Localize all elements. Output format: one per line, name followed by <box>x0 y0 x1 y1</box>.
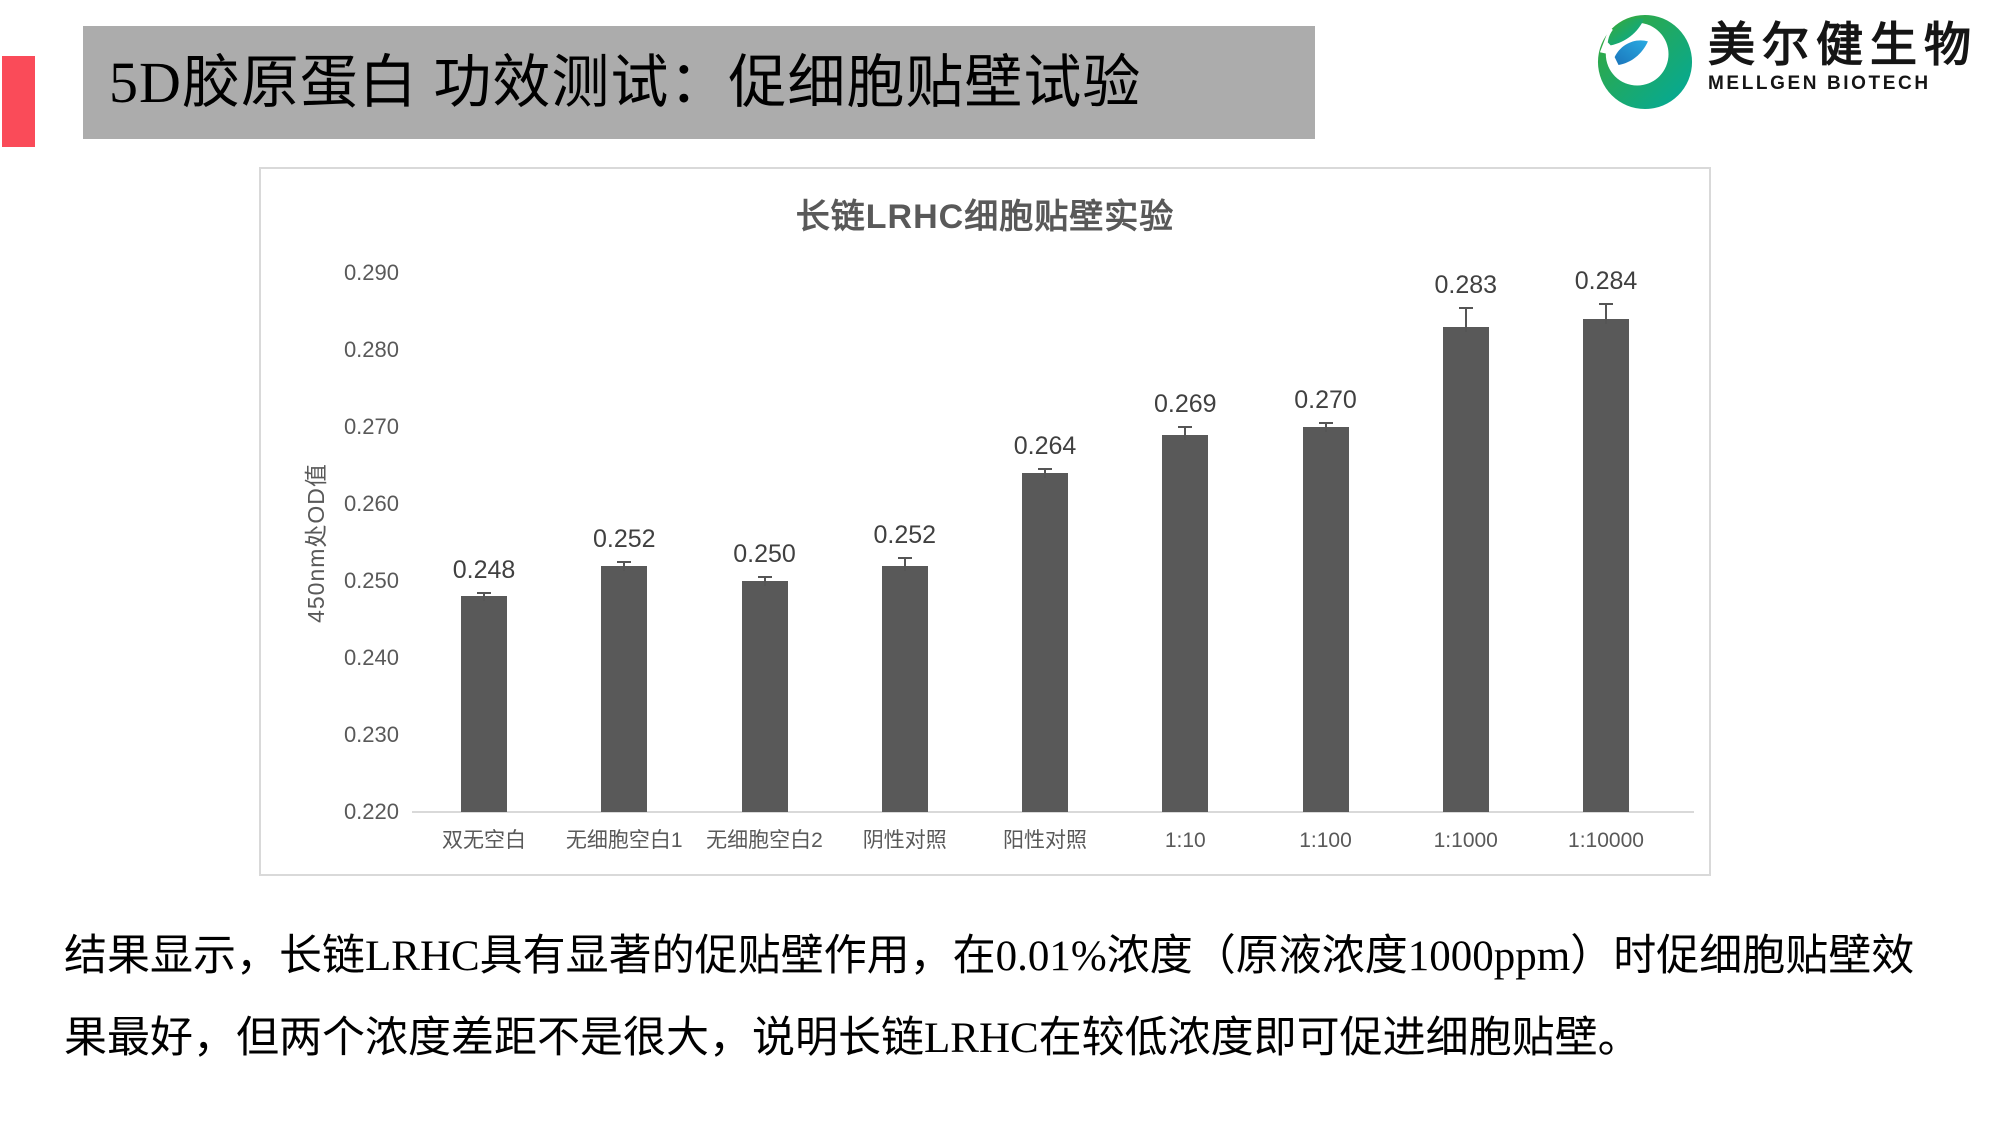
y-tick-label: 0.250 <box>343 568 399 593</box>
y-tick-label: 0.220 <box>343 799 399 824</box>
bar <box>1022 473 1068 812</box>
error-bar-cap <box>1458 306 1473 309</box>
bar-value-label: 0.250 <box>733 540 796 569</box>
error-bar <box>1464 307 1467 332</box>
error-bar-cap <box>1178 426 1193 428</box>
logo-mark-icon <box>1597 14 1693 110</box>
x-tick-label: 双无空白 <box>442 829 526 852</box>
error-bar <box>483 592 485 602</box>
chart-card: 长链LRHC细胞贴壁实验 450nm处OD值 0.220 0.230 0.240 0.… <box>259 167 1711 876</box>
x-axis-line <box>412 811 1694 813</box>
bar-value-label: 0.248 <box>452 555 516 584</box>
summary-line: 结果显示，长链LRHC具有显著的促贴壁作用，在0.01%浓度（原液浓度1000p… <box>64 933 1915 980</box>
x-tick-label: 无细胞空白2 <box>706 829 823 852</box>
bar <box>1442 326 1489 812</box>
x-tick-label: 阴性对照 <box>862 829 947 852</box>
error-bar-cap <box>1318 422 1333 425</box>
summary-text: 结果显示，长链LRHC具有显著的促贴壁作用，在0.01%浓度（原液浓度1000p… <box>64 916 1969 1080</box>
bar <box>1302 427 1349 812</box>
error-bar-cap <box>1038 468 1052 471</box>
error-bar <box>1044 469 1046 479</box>
error-bar <box>1605 303 1607 325</box>
x-tick-label: 1:10 <box>1164 829 1206 852</box>
bar <box>741 581 788 812</box>
y-tick-label: 0.240 <box>343 645 399 670</box>
y-tick-label: 0.230 <box>343 722 399 747</box>
y-tick-label: 0.260 <box>343 491 399 516</box>
summary-line: 果最好，但两个浓度差距不是很大，说明长链LRHC在较低浓度即可促进细胞贴壁。 <box>64 1015 1641 1062</box>
error-bar <box>1324 423 1327 432</box>
bar <box>601 565 648 812</box>
bar-value-label: 0.283 <box>1434 270 1498 299</box>
company-name-cn: 美尔健生物 <box>1708 18 1978 71</box>
chart-title: 长链LRHC细胞贴壁实验 <box>795 198 1175 236</box>
logo-text: 美尔健生物 MELLGEN BIOTECH <box>1708 13 1978 95</box>
error-bar-cap <box>757 576 772 579</box>
error-bar <box>903 557 906 571</box>
slide-title: 5D胶原蛋白 功效测试：促细胞贴壁试验 <box>109 50 1142 115</box>
error-bar-cap <box>477 591 491 594</box>
error-bar-cap <box>617 560 632 563</box>
y-tick-label: 0.270 <box>343 414 399 439</box>
bar-value-label: 0.270 <box>1294 386 1357 415</box>
accent-bar <box>2 56 35 147</box>
y-tick-label: 0.290 <box>343 260 399 285</box>
bar <box>881 565 928 812</box>
error-bar-cap <box>1599 302 1613 305</box>
bar-value-label: 0.252 <box>592 524 656 553</box>
bar-value-label: 0.269 <box>1153 390 1217 418</box>
bar <box>1583 319 1629 812</box>
y-tick-label: 0.280 <box>343 337 399 362</box>
company-logo: 美尔健生物 MELLGEN BIOTECH <box>1596 13 1978 111</box>
bar-value-label: 0.264 <box>1013 432 1077 461</box>
bar-value-label: 0.252 <box>873 520 937 549</box>
company-name-en: MELLGEN BIOTECH <box>1708 73 1931 94</box>
error-bar <box>763 577 766 586</box>
bar-value-label: 0.284 <box>1574 266 1638 295</box>
error-bar-cap <box>897 556 912 559</box>
error-bar <box>1184 427 1187 440</box>
error-bar <box>623 561 626 571</box>
title-bar: 5D胶原蛋白 功效测试：促细胞贴壁试验 <box>83 26 1315 139</box>
x-tick-label: 阳性对照 <box>1003 829 1087 852</box>
x-tick-label: 1:100 <box>1299 829 1352 852</box>
x-tick-label: 1:1000 <box>1433 829 1498 852</box>
x-tick-label: 1:10000 <box>1568 829 1644 852</box>
bar <box>461 596 507 812</box>
bar <box>1162 434 1209 812</box>
x-tick-label: 无细胞空白1 <box>565 829 683 852</box>
